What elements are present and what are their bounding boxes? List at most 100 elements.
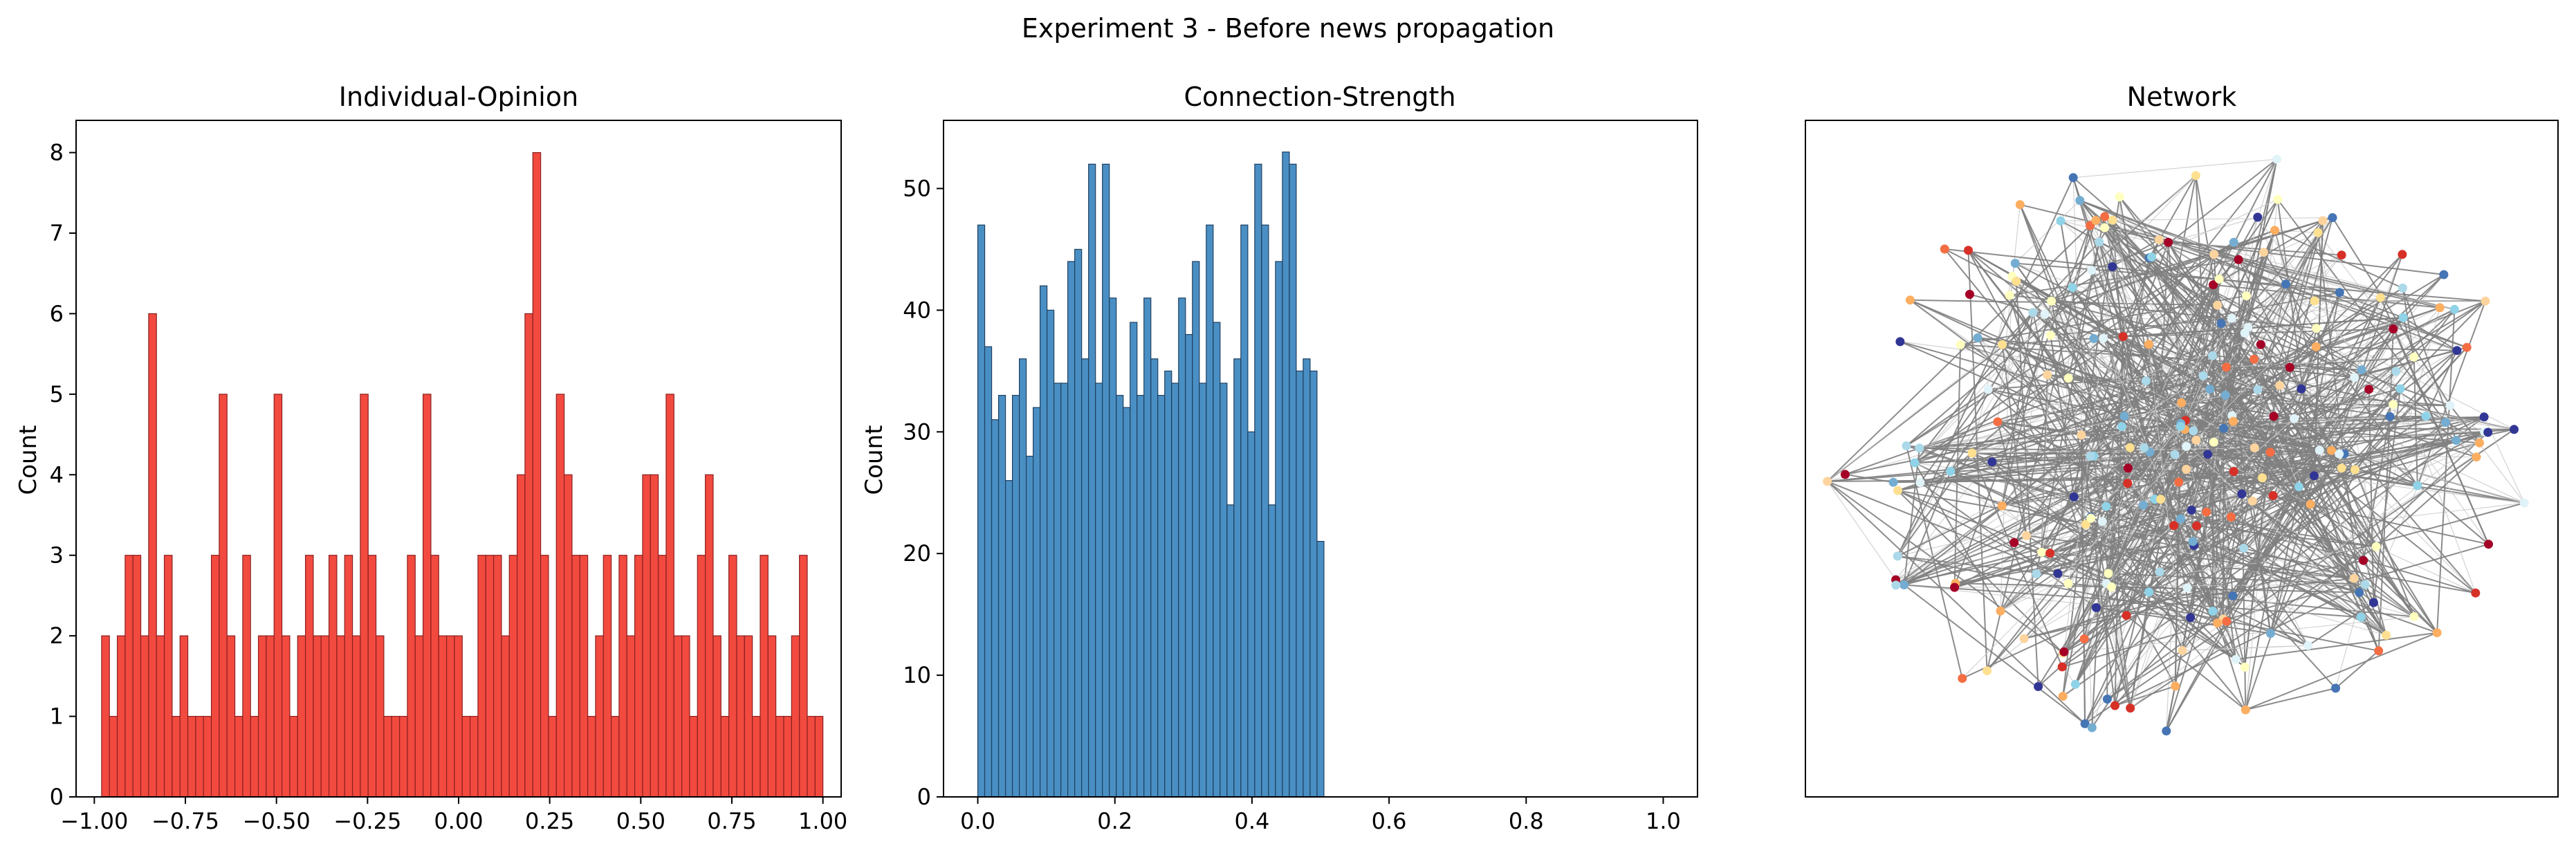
- network-edge: [2276, 199, 2447, 423]
- histogram-bar: [673, 635, 683, 798]
- network-node: [2398, 283, 2407, 293]
- network-node: [2479, 412, 2489, 422]
- histogram-bar: [579, 555, 589, 798]
- network-node: [2202, 507, 2211, 517]
- network-node: [2409, 612, 2419, 621]
- histogram-bar: [984, 346, 993, 798]
- network-node: [2115, 192, 2124, 202]
- network-edge: [1897, 312, 2034, 557]
- histogram-bar: [219, 394, 228, 798]
- network-node: [2068, 283, 2077, 293]
- histogram-bar: [1054, 383, 1062, 798]
- network-node: [2229, 416, 2238, 426]
- network-edge: [2216, 623, 2237, 660]
- network-edge: [2402, 317, 2458, 351]
- network-edge: [2212, 284, 2214, 612]
- network-node: [2118, 332, 2128, 341]
- histogram-bar: [195, 715, 204, 798]
- network-edge: [2014, 542, 2112, 588]
- network-edge: [1996, 421, 2027, 536]
- y-tick-label: 2: [50, 623, 64, 649]
- network-node: [2297, 384, 2306, 394]
- histogram-bar: [977, 224, 986, 798]
- x-tick-label: 0.0: [960, 808, 995, 834]
- network-node: [2355, 588, 2364, 597]
- histogram-bar: [1004, 480, 1013, 798]
- network-node: [1915, 478, 1925, 488]
- network-node: [2022, 531, 2031, 540]
- network-node: [2356, 612, 2366, 622]
- network-node: [2012, 277, 2021, 286]
- x-tick-label: −0.50: [243, 808, 311, 834]
- x-tick-label: 0.2: [1097, 808, 1132, 834]
- histogram-bar: [1011, 394, 1020, 798]
- histogram-bar: [712, 635, 721, 798]
- network-edge: [1909, 299, 2181, 428]
- network-edge: [2293, 418, 2380, 652]
- network-node: [2171, 681, 2180, 691]
- network-node: [2229, 237, 2238, 247]
- network-node: [2079, 634, 2089, 643]
- histogram-bar: [736, 635, 745, 798]
- histogram-bar: [587, 715, 596, 798]
- network-edge: [2213, 284, 2440, 309]
- network-node: [2269, 412, 2279, 421]
- network-node: [2117, 422, 2126, 432]
- histogram-bar: [1303, 358, 1311, 798]
- histogram-bar: [1095, 383, 1103, 798]
- histogram-bar: [297, 635, 306, 798]
- histogram-bar: [1247, 431, 1255, 798]
- network-node: [2119, 412, 2129, 421]
- network-node: [1915, 443, 1924, 453]
- histogram-bar: [1240, 224, 1249, 798]
- strength-axes-frame: [943, 120, 1698, 798]
- network-node: [2360, 580, 2370, 589]
- network-node: [2209, 250, 2219, 259]
- histogram-bar: [289, 715, 298, 798]
- histogram-bar: [744, 635, 753, 798]
- network-edge: [1944, 248, 2048, 376]
- network-edge: [2111, 266, 2155, 499]
- y-tick-label: 0: [50, 784, 64, 810]
- network-node: [1996, 606, 2005, 616]
- histogram-bar: [634, 555, 643, 798]
- x-tick-label: 0.50: [616, 808, 665, 834]
- network-node: [2258, 473, 2267, 483]
- network-node: [2122, 611, 2131, 620]
- network-node: [2208, 607, 2218, 616]
- network-edge: [2095, 220, 2274, 496]
- network-edge: [2122, 335, 2204, 376]
- network-node: [2178, 645, 2187, 655]
- network-node: [2155, 567, 2164, 577]
- network-node: [2294, 482, 2303, 492]
- network-edge: [2209, 388, 2391, 418]
- histogram-bar: [1296, 370, 1304, 798]
- network-edge: [2257, 217, 2489, 545]
- histogram-bar: [461, 715, 471, 798]
- network-node: [1958, 674, 1967, 683]
- histogram-bar: [681, 635, 690, 798]
- network-node: [2519, 498, 2529, 508]
- network-edge: [2151, 256, 2427, 417]
- network-edge: [2093, 455, 2128, 484]
- network-node: [2265, 448, 2275, 457]
- network-node: [2186, 613, 2196, 623]
- network-node: [2058, 692, 2068, 701]
- network-node: [2229, 467, 2238, 476]
- network-edge: [2191, 230, 2276, 511]
- network-node: [2318, 216, 2328, 226]
- y-tick-label: 20: [903, 540, 931, 567]
- network-node: [2272, 154, 2281, 164]
- network-node: [2234, 255, 2243, 264]
- histogram-bar: [1150, 358, 1159, 798]
- histogram-bar: [1275, 261, 1283, 798]
- network-edge: [2036, 338, 2095, 574]
- network-node: [1893, 551, 1902, 561]
- network-node: [2034, 682, 2043, 691]
- network-node: [2327, 445, 2336, 455]
- network-edge: [2413, 357, 2418, 486]
- network-node: [2226, 512, 2236, 522]
- network-node: [1902, 441, 1911, 450]
- network-node: [2382, 630, 2391, 640]
- network-node: [2209, 280, 2218, 290]
